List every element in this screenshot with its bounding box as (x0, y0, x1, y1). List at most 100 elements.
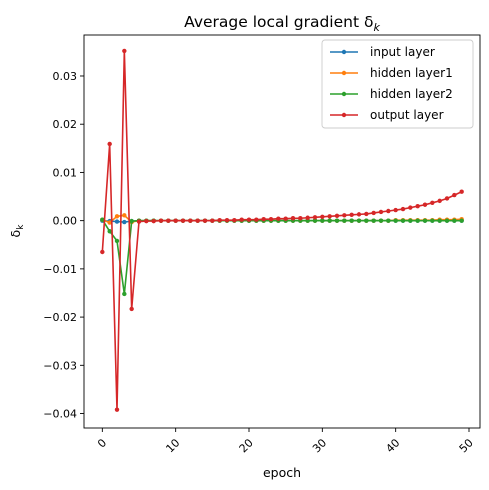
data-point-output-layer (239, 217, 244, 222)
data-point-hidden-layer2 (129, 218, 134, 224)
data-point-output-layer (195, 218, 200, 223)
y-axis: 0.03 0.02 0.01 0.00 −0.01 −0.02 −0.03 −0.04 (43, 70, 84, 421)
data-point-output-layer (129, 306, 134, 312)
legend-label-hidden-layer2: hidden layer2 (370, 87, 453, 101)
data-point-hidden-layer2 (386, 218, 391, 223)
data-point-output-layer (386, 208, 391, 214)
chart-title: Average local gradient δk (184, 13, 380, 34)
data-point-hidden-layer2 (312, 218, 318, 223)
data-point-output-layer (246, 217, 252, 222)
data-point-hidden-layer2 (107, 229, 112, 234)
data-point-hidden-layer2 (327, 218, 332, 223)
data-point-output-layer (173, 218, 178, 223)
data-point-hidden-layer2 (430, 218, 435, 223)
legend-label-output-layer: output layer (370, 108, 444, 122)
axes-frame (83, 34, 481, 429)
y-axis-label: δk (8, 224, 26, 238)
legend-marker-hidden-layer2 (341, 91, 347, 97)
legend-marker-input-layer (341, 49, 347, 55)
data-point-hidden-layer2 (437, 218, 442, 223)
data-point-output-layer (107, 141, 112, 147)
y-tick-label: 0.01 (53, 166, 78, 179)
data-point-output-layer (312, 215, 318, 220)
data-point-hidden-layer2 (122, 291, 127, 297)
data-point-hidden-layer2 (459, 218, 464, 223)
data-point-output-layer (122, 48, 127, 54)
data-point-hidden-layer2 (349, 218, 354, 223)
plot-area (83, 34, 481, 429)
data-point-output-layer (114, 407, 120, 412)
legend-marker-hidden-layer1 (341, 70, 347, 76)
series-layer (100, 48, 464, 412)
data-point-hidden-layer2 (100, 217, 105, 222)
data-point-output-layer (276, 216, 281, 221)
legend-label-hidden-layer1: hidden layer1 (370, 66, 453, 80)
y-tick-label: −0.02 (43, 311, 77, 324)
data-point-output-layer (378, 209, 384, 215)
data-point-output-layer (144, 218, 149, 224)
data-point-output-layer (422, 202, 428, 207)
data-point-output-layer (408, 205, 413, 210)
data-point-output-layer (437, 198, 442, 204)
y-tick-label: 0.03 (53, 70, 78, 83)
data-point-hidden-layer1 (107, 220, 112, 225)
x-axis-label: epoch (263, 465, 301, 480)
data-point-output-layer (415, 203, 420, 209)
data-point-output-layer (188, 218, 193, 223)
data-point-hidden-layer2 (364, 218, 369, 223)
data-point-output-layer (254, 217, 259, 222)
data-point-hidden-layer2 (342, 218, 347, 223)
data-point-output-layer (305, 215, 310, 220)
data-point-output-layer (298, 216, 303, 221)
y-tick-label: −0.04 (43, 408, 77, 421)
data-point-hidden-layer2 (400, 218, 406, 223)
data-point-output-layer (217, 217, 222, 223)
data-point-output-layer (334, 213, 340, 219)
data-point-output-layer (180, 218, 186, 223)
data-point-output-layer (261, 217, 266, 222)
legend-frame (321, 39, 474, 129)
data-point-output-layer (430, 200, 435, 206)
y-tick-label: −0.01 (43, 263, 77, 276)
y-tick-label: 0.00 (53, 215, 78, 228)
data-point-output-layer (371, 210, 376, 216)
data-point-hidden-layer2 (415, 218, 420, 223)
data-point-output-layer (166, 218, 171, 223)
data-point-hidden-layer2 (320, 218, 325, 223)
data-point-hidden-layer2 (114, 238, 120, 244)
data-point-output-layer (393, 207, 398, 213)
data-point-output-layer (210, 218, 215, 223)
data-point-output-layer (459, 189, 464, 194)
data-point-output-layer (268, 217, 274, 222)
y-tick-label: −0.03 (43, 359, 77, 372)
data-point-output-layer (202, 218, 208, 223)
data-point-hidden-layer2 (444, 218, 450, 223)
data-point-output-layer (342, 213, 347, 218)
data-point-output-layer (356, 212, 362, 217)
data-point-hidden-layer2 (393, 218, 398, 223)
data-point-hidden-layer2 (334, 218, 340, 223)
data-point-hidden-layer2 (422, 218, 428, 223)
data-point-output-layer (327, 214, 332, 219)
legend-label-input-layer: input layer (370, 45, 435, 59)
data-point-hidden-layer1 (114, 214, 120, 219)
data-point-output-layer (400, 206, 406, 212)
data-point-output-layer (232, 217, 237, 223)
data-point-hidden-layer2 (378, 218, 384, 223)
data-point-input-layer (122, 219, 127, 225)
y-tick-label: 0.02 (53, 118, 78, 131)
data-point-output-layer (452, 192, 457, 198)
data-point-hidden-layer1 (122, 213, 127, 218)
legend: input layer hidden layer1 hidden layer2 out… (321, 39, 474, 129)
data-point-output-layer (136, 219, 142, 224)
legend-marker-output-layer (341, 112, 347, 118)
data-point-hidden-layer2 (356, 218, 362, 223)
data-point-input-layer (114, 219, 120, 224)
data-point-hidden-layer2 (371, 218, 376, 223)
data-point-hidden-layer2 (452, 218, 457, 223)
data-point-output-layer (364, 211, 369, 217)
data-point-output-layer (158, 218, 164, 223)
data-point-output-layer (100, 249, 105, 255)
data-point-hidden-layer2 (408, 218, 413, 223)
